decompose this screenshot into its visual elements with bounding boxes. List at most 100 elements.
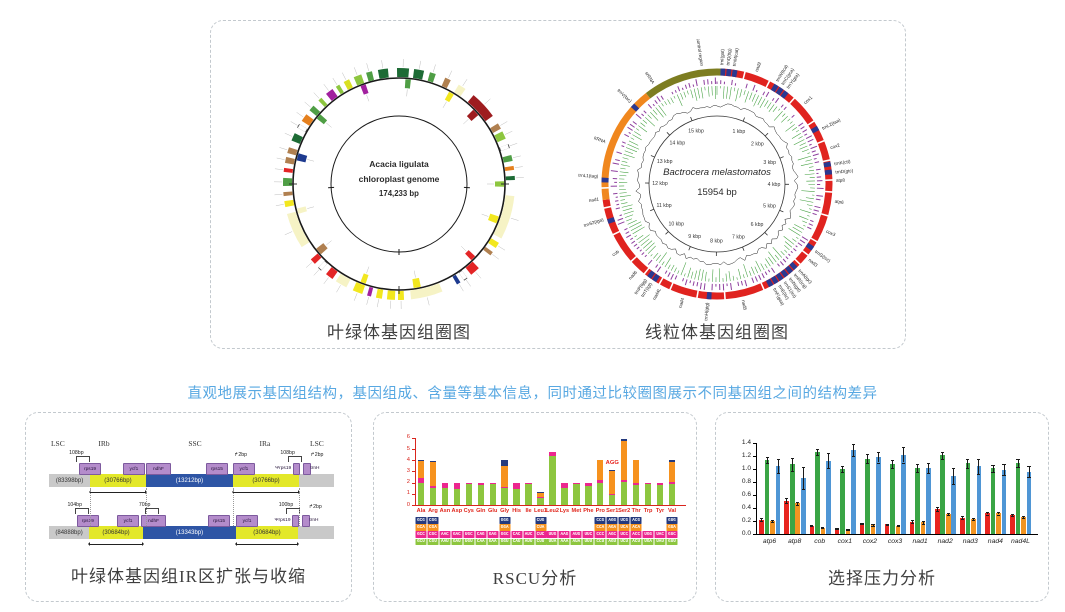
codon-box: GGG [499,517,511,524]
error-cap [985,514,990,516]
ir-gene-box [291,515,300,527]
error-cap [960,519,964,520]
error-cap [815,448,819,450]
error-bar [928,462,930,473]
codon-box: CUG [535,517,547,524]
sel-bar [926,467,931,534]
sel-bar [800,478,806,534]
sel-bar [775,465,781,534]
error-cap [826,468,830,470]
rscu-bar-segment [597,483,604,505]
rscu-bar-segment [656,484,664,505]
error-cap [971,520,975,522]
rscu-category-label: Met [571,508,582,514]
error-bar [1012,513,1013,517]
sel-bar [965,463,971,534]
error-bar [772,519,774,523]
codon-box: GUC [666,531,678,538]
codon-box: UUC [582,531,594,538]
mito-gene-label: cob [611,249,620,258]
codon-box: AUG [570,531,582,538]
error-bar [878,452,879,463]
sel-ytick: 0.0 [741,530,751,537]
codon-box: CGC [427,531,439,538]
codon-box: UUU [582,538,594,546]
rscu-bar-segment [513,482,520,489]
ir-span-arrow [88,542,144,546]
ir-gene-label: trnH [309,465,320,471]
error-cap [801,489,805,490]
error-cap [952,468,956,470]
error-cap [946,515,950,516]
sel-bar [884,524,890,534]
bp-note: 100bp [278,502,294,508]
sel-bar [1001,469,1007,534]
sel-bar [876,457,881,534]
kbp-tick-label: 14 kbp [670,141,686,147]
error-cap [1021,515,1026,517]
rscu-bar-segment [537,498,544,505]
ir-segment: (30684bp) [89,526,143,539]
rscu-bar-segment [417,460,425,462]
error-cap [790,457,794,459]
error-cap [760,521,764,522]
error-cap [871,524,875,526]
codon-box: CAG [475,531,487,538]
mito-gene-label: trnH(gtg) [703,302,709,321]
kbp-tick-label: 15 kbp [688,129,704,135]
sel-category-label: nad4 [987,538,1003,545]
rscu-ytick: 3 [406,467,410,474]
sel-bar [840,469,845,534]
error-bar [816,448,818,456]
rscu-bar-segment [489,482,496,484]
sel-bar [985,513,990,534]
error-cap [910,520,914,522]
codon-box: GGU [499,538,511,546]
rscu-bar-segment [501,486,508,488]
error-cap [1027,477,1031,479]
codon-box: CAC [511,531,523,538]
rscu-bar-segment [525,482,532,484]
error-cap [860,522,864,524]
error-cap [985,511,990,513]
ir-panel: LSC IRb SSC IRa LSC (83398bp) (30766bp) (13212b… [25,412,352,602]
sel-bar [826,460,831,534]
rscu-bar-segment [644,482,652,484]
codon-box: UGU [463,538,475,546]
sel-bar [1010,515,1015,534]
ir-connector [145,488,147,526]
codon-box: UCG [618,517,630,524]
region-header: IRb [98,439,110,448]
rscu-bar-segment [429,460,437,463]
mitogenome-map-diagram: 1 kbp 2 kbp 3 kbp 4 kbp 5 kbp 6 kbp 7 kbp 8 kbp… [578,39,854,321]
ir-segment: (83398bp) [49,474,90,487]
rscu-ytick: 1 [406,490,410,497]
codon-box: UGC [463,531,475,538]
rscu-bar-segment [621,482,628,505]
rscu-bar-segment [644,483,652,505]
sel-ytick: 1.4 [741,439,751,446]
error-bar [911,520,913,523]
error-cap [996,511,1001,513]
sel-bar [895,525,901,534]
rscu-bar-segment [453,482,461,489]
error-cap [865,463,870,464]
ir-diagram: LSC IRb SSC IRa LSC (83398bp) (30766bp) (13212b… [26,439,351,565]
bracket-icon [286,508,300,514]
sel-ytick: 0.6 [741,491,751,498]
error-cap [927,462,931,464]
codon-box: GGA [499,524,511,531]
rscu-bar-segment [561,488,568,505]
rscu-bar-segment [417,483,425,505]
ir-gene-box [292,463,300,475]
error-bar [892,459,893,468]
rscu-bar-segment [632,485,640,505]
mito-gene-label: cox2 [830,142,841,150]
kbp-tick-label: 6 kbp [751,222,764,228]
error-cap [935,510,939,512]
rscu-category-label: Ser2 [618,508,631,514]
sel-bar [764,459,770,534]
codon-box: GCA [415,524,427,531]
rscu-bar-segment [549,455,556,505]
error-cap [966,458,970,460]
